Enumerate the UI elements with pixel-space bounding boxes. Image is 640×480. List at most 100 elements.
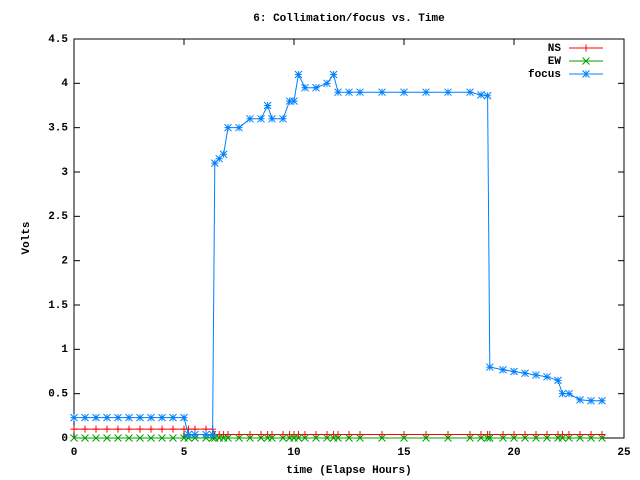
y-tick-label: 2 [61,256,68,268]
point-marker [294,434,303,442]
point-marker [92,425,100,433]
point-marker [136,425,144,433]
point-marker [587,434,595,442]
point-marker [598,396,606,405]
point-marker [169,434,177,442]
point-marker [329,70,338,79]
series-line [74,72,602,435]
point-marker [345,434,353,442]
point-marker [543,430,551,438]
point-marker [125,425,133,433]
point-marker [114,413,122,422]
point-marker [136,413,144,422]
point-marker [246,434,254,442]
point-marker [268,434,276,442]
point-marker [400,88,408,97]
point-marker [521,369,529,378]
y-tick-label: 4.5 [48,34,68,46]
point-marker [294,430,302,438]
point-marker [103,434,111,442]
point-marker [323,430,331,438]
point-marker [378,430,386,438]
point-marker [565,434,573,442]
point-marker [268,430,276,438]
point-marker [70,434,78,442]
point-marker [312,430,320,438]
point-marker [486,430,494,438]
point-marker [400,430,408,438]
point-marker [466,88,474,97]
y-axis-label: Volts [21,221,33,254]
point-marker [485,434,494,442]
x-tick-label: 0 [71,447,78,459]
point-marker [532,434,540,442]
point-marker [257,430,265,438]
y-tick-label: 2.5 [48,211,68,223]
x-tick-label: 20 [507,447,520,459]
point-marker [499,365,507,374]
point-marker [246,430,254,438]
point-marker [301,434,309,442]
point-marker [565,430,573,438]
y-tick-label: 0.5 [48,389,68,401]
point-marker [499,434,507,442]
point-marker [532,371,540,379]
point-marker [587,396,595,405]
point-marker [543,372,551,381]
y-tick-label: 4 [61,78,68,90]
point-marker [235,434,243,442]
legend-label: NS [548,43,562,55]
point-marker [158,413,166,422]
point-marker [169,413,177,422]
point-marker [92,413,100,422]
point-marker [334,88,342,97]
point-marker [263,101,272,110]
point-marker [81,434,89,442]
point-marker [224,434,232,442]
point-marker [356,434,364,442]
point-marker [378,88,386,97]
point-marker [158,434,166,442]
point-marker [510,367,518,376]
point-marker [103,425,111,433]
point-marker [125,413,133,422]
point-marker [147,434,155,442]
point-marker [215,154,224,163]
point-marker [103,413,111,422]
point-marker [294,70,303,79]
legend-marker [582,44,590,52]
point-marker [422,430,430,438]
point-marker [114,434,122,442]
point-marker [136,434,144,442]
point-marker [422,88,430,97]
point-marker [208,430,217,439]
point-marker [334,434,342,442]
point-marker [191,430,199,439]
legend-label: focus [528,69,561,81]
point-marker [92,434,100,442]
point-marker [81,413,89,422]
y-tick-label: 1 [61,344,68,356]
point-marker [70,413,78,422]
y-tick-label: 0 [61,433,68,445]
point-marker [543,434,551,442]
point-marker [521,430,529,438]
point-marker [598,430,606,438]
point-marker [301,83,309,92]
point-marker [184,434,193,442]
point-marker [378,434,386,442]
point-marker [510,434,518,442]
point-marker [477,430,485,438]
point-marker [345,88,353,97]
point-marker [587,430,595,438]
point-marker [356,88,364,97]
legend-marker [582,57,590,65]
point-marker [169,425,177,433]
point-marker [210,159,219,167]
point-marker [224,430,232,438]
point-marker [483,91,492,100]
point-marker [147,425,155,433]
point-marker [483,434,492,442]
plot-border [73,38,625,439]
